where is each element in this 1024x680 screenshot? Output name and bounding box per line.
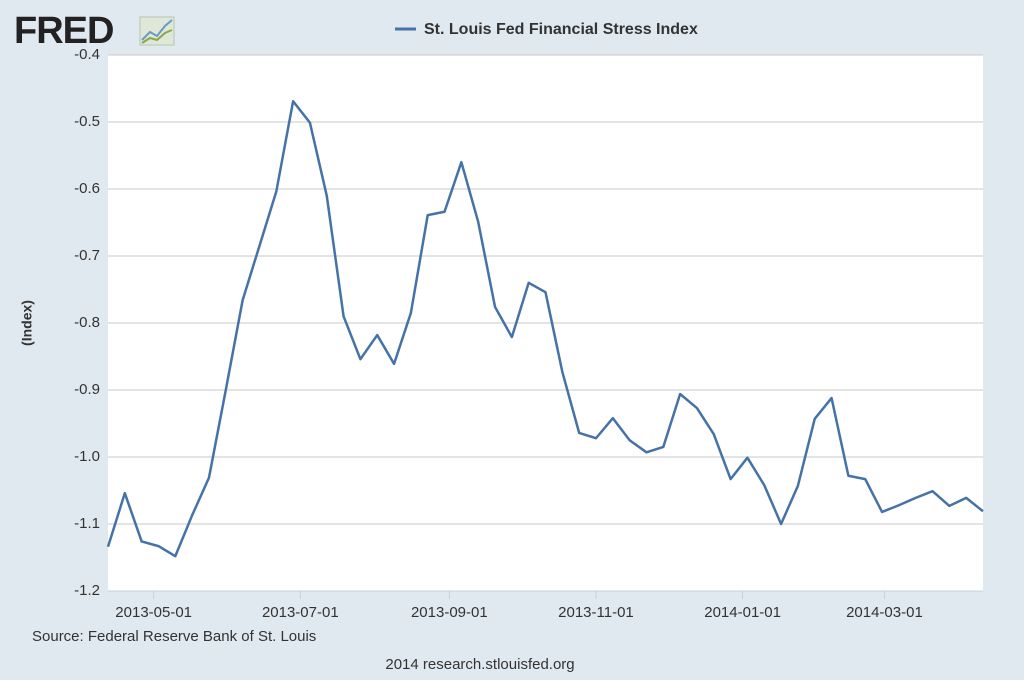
y-tick-label: -0.5 xyxy=(74,113,100,130)
logo: FRED xyxy=(14,10,113,52)
legend-label: St. Louis Fed Financial Stress Index xyxy=(424,21,698,38)
y-axis-label: (Index) xyxy=(19,300,35,346)
footer: 2014 research.stlouisfed.org xyxy=(385,656,574,673)
x-tick-label: 2014-01-01 xyxy=(704,604,781,621)
y-tick-label: -1.0 xyxy=(74,448,100,465)
x-tick-label: 2013-07-01 xyxy=(262,604,339,621)
y-tick-label: -0.6 xyxy=(74,180,100,197)
x-tick-label: 2013-09-01 xyxy=(411,604,488,621)
x-tick-label: 2013-11-01 xyxy=(558,604,634,621)
x-tick-label: 2013-05-01 xyxy=(115,604,192,621)
logo-icon xyxy=(139,16,175,46)
y-tick-label: -0.9 xyxy=(74,381,100,398)
y-tick-label: -1.2 xyxy=(74,582,100,599)
y-tick-label: -1.1 xyxy=(74,515,100,532)
y-tick-label: -0.7 xyxy=(74,247,100,264)
y-tick-label: -0.4 xyxy=(74,46,100,63)
source: Source: Federal Reserve Bank of St. Loui… xyxy=(32,628,316,645)
series-line xyxy=(106,99,984,558)
x-tick-label: 2014-03-01 xyxy=(846,604,923,621)
y-tick-label: -0.8 xyxy=(74,314,100,331)
